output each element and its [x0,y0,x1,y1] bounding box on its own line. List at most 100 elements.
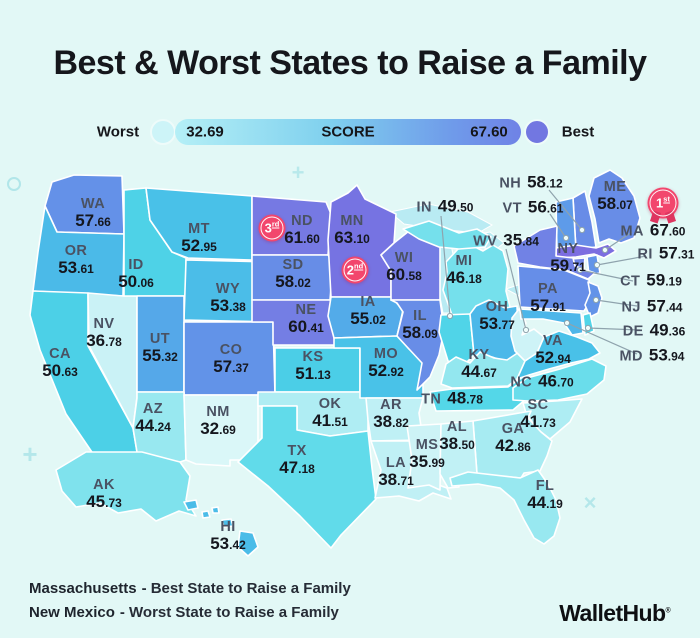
state-label-RI: RI 57.31 [638,245,695,264]
state-code: SD [282,257,304,273]
plus-decoration-icon: + [292,160,305,185]
state-code: ID [128,257,144,273]
state-label-SC: SC 41.73 [520,398,556,432]
state-score: 57.66 [75,211,111,230]
state-score: 50.63 [42,361,78,380]
state-label-NE: NE 60.41 [288,303,324,337]
state-shape-MI [402,220,492,250]
times-decoration-icon: × [584,490,597,515]
state-shape-HI [201,510,211,519]
state-shape-HI [183,499,199,511]
wallethub-logo: WalletHub® [559,600,670,626]
legend-min-score: 32.69 [186,123,224,141]
footer-best-state: Massachusetts [29,580,137,597]
state-code: VT [502,200,522,217]
state-label-AZ: AZ 44.24 [135,402,171,436]
state-code: ND [291,213,313,229]
state-code: GA [501,421,525,437]
state-score: 38.71 [378,470,414,489]
state-label-UT: UT 55.32 [142,332,178,366]
state-label-NY: NY 59.71 [550,242,586,276]
legend-bar-label: SCORE [321,123,375,141]
state-code: OR [64,243,88,259]
state-score: 53.94 [648,345,685,365]
state-score: 52.92 [368,361,404,380]
state-score: 58.02 [275,272,311,291]
state-score: 57.44 [646,296,683,316]
state-code: MD [619,348,643,365]
state-label-OH: OH 53.77 [479,300,515,334]
state-score: 58.12 [527,172,563,192]
state-code: OK [318,396,342,412]
state-score: 35.99 [409,452,445,471]
state-label-GA: GA 42.86 [495,422,531,456]
legend-worst-dot [150,119,176,145]
callout-line-DE [587,327,641,331]
state-code: NH [499,175,522,192]
footer-worst-text: - Worst State to Raise a Family [119,604,339,621]
state-score: 51.13 [295,364,331,383]
state-code: AL [446,419,468,435]
state-shape-AK [55,451,197,522]
state-score: 53.61 [58,258,94,277]
callout-dot-MD [563,319,571,327]
state-label-FL: FL 44.19 [527,479,563,513]
legend-best-label: Best [561,123,595,141]
callout-line-CT [579,269,634,282]
legend-max-score: 67.60 [470,123,508,141]
state-code: NY [557,241,579,257]
state-label-CA: CA 50.63 [42,347,78,381]
state-score: 45.73 [86,492,122,511]
state-label-MN: MN 63.10 [334,214,370,248]
state-label-OR: OR 53.61 [58,244,94,278]
state-label-CO: CO 57.37 [213,343,249,377]
state-label-IL: IL 58.09 [402,309,438,343]
state-score: 52.95 [181,236,217,255]
callout-dot-WV [522,326,530,334]
callout-line-WV [505,248,527,331]
state-code: NM [206,404,230,420]
state-code: FL [535,478,555,494]
callout-line-MA [604,231,633,251]
registered-mark: ® [665,607,670,615]
state-code: WI [394,250,414,266]
legend-worst-label: Worst [96,123,140,141]
state-score: 41.51 [312,411,348,430]
callout-line-NH [548,189,583,231]
state-code: MS [415,437,439,453]
state-code: MT [188,221,210,237]
state-label-TN: TN 48.78 [421,390,483,409]
state-label-TX: TX 47.18 [279,444,315,478]
state-label-MO: MO 52.92 [368,347,404,381]
state-score: 49.36 [649,320,686,340]
state-score: 60.58 [386,265,422,284]
state-label-WY: WY 53.38 [210,282,246,316]
legend-best-dot [524,119,550,145]
footer-worst-state: New Mexico [29,604,115,621]
state-score: 36.78 [86,331,122,350]
state-code: VA [543,333,563,349]
state-label-MT: MT 52.95 [181,222,217,256]
callout-line-VT [549,213,567,239]
state-label-IA: IA 55.02 [350,295,386,329]
state-label-NV: NV 36.78 [86,317,122,351]
state-label-OK: OK 41.51 [312,397,348,431]
state-label-HI: HI 53.42 [210,520,246,554]
state-shape-ME [588,169,641,244]
state-code: DE [622,323,644,340]
state-score: 57.31 [658,243,695,263]
state-score: 55.02 [350,309,386,328]
state-label-ID: ID 50.06 [118,258,154,292]
state-code: CT [620,273,641,290]
state-score: 41.73 [520,412,556,431]
state-label-NC: NC 46.70 [510,373,573,392]
state-score: 38.82 [373,412,409,431]
state-label-AK: AK 45.73 [86,478,122,512]
callout-line-RI [596,255,647,266]
state-score: 44.67 [461,362,497,381]
footer-best-line: Massachusetts - Best State to Raise a Fam… [29,577,351,601]
state-label-NH: NH 58.12 [499,174,562,193]
